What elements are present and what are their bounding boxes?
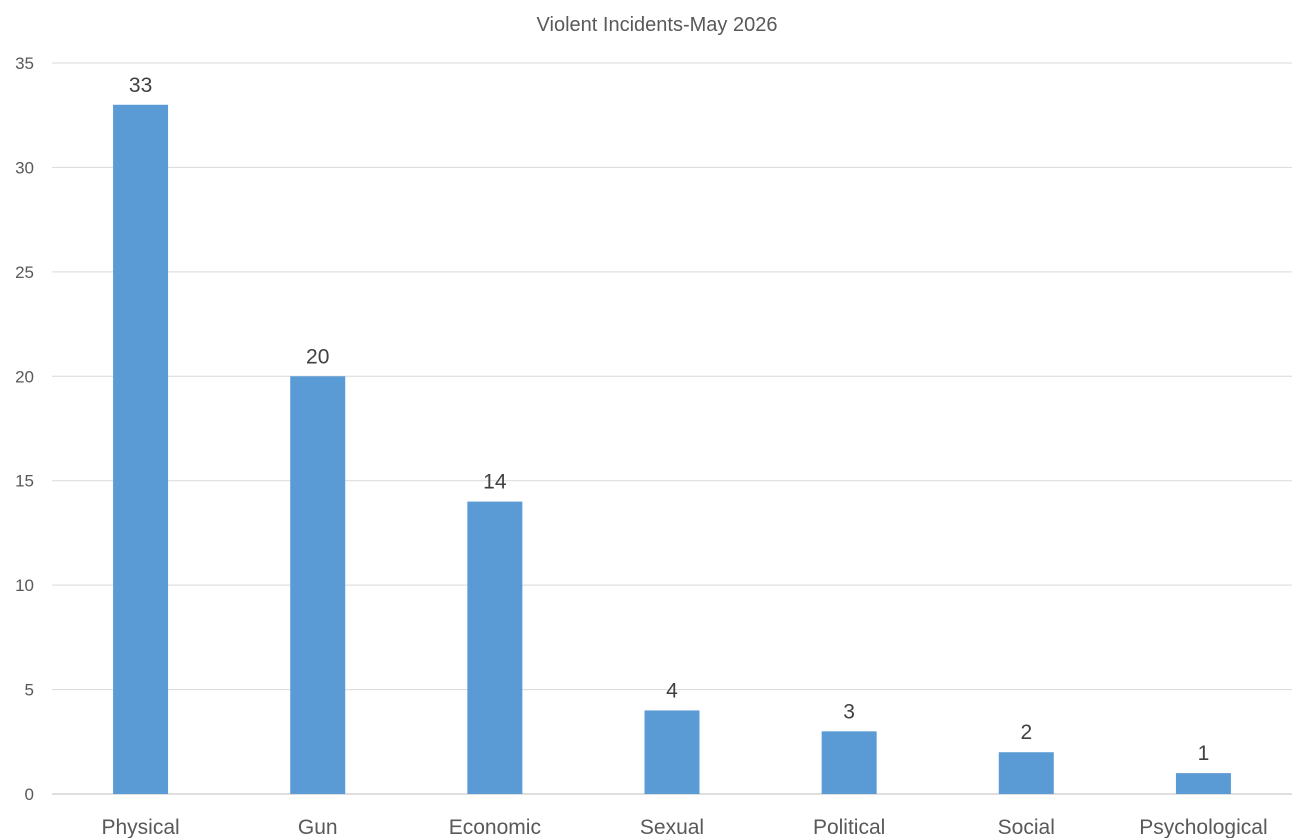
bar-psychological [1175,773,1231,794]
x-tick-label-physical: Physical [101,816,179,838]
data-label-social: 2 [1020,721,1032,744]
bar-political [821,731,877,794]
y-tick-label: 35 [15,54,34,73]
y-tick-label: 15 [15,472,34,491]
x-tick-label-economic: Economic [449,816,541,838]
bars [113,104,1231,795]
x-tick-label-psychological: Psychological [1139,816,1267,838]
bar-physical [113,104,169,795]
data-label-physical: 33 [129,74,152,97]
chart-title: Violent Incidents-May 2026 [537,14,778,36]
y-tick-label: 10 [15,576,34,595]
x-tick-label-gun: Gun [298,816,338,838]
y-tick-label: 25 [15,263,34,282]
y-tick-label: 0 [25,785,34,804]
gridlines [52,62,1292,795]
data-label-economic: 14 [483,471,507,494]
x-tick-label-social: Social [998,816,1055,838]
x-axis-tick-labels: Physical Gun Economic Sexual Political Social… [101,816,1267,838]
bar-social [998,752,1054,794]
x-tick-label-sexual: Sexual [640,816,704,838]
data-label-gun: 20 [306,345,329,368]
data-label-psychological: 1 [1198,742,1210,765]
data-label-political: 3 [843,700,855,723]
y-tick-label: 30 [15,158,34,177]
y-tick-label: 20 [15,367,34,386]
x-tick-label-political: Political [813,816,885,838]
bar-gun [290,376,346,794]
y-axis-tick-labels: 0 5 10 15 20 25 30 35 [15,54,34,804]
data-labels: 33 20 14 4 3 2 1 [129,74,1209,765]
data-label-sexual: 4 [666,679,678,702]
bar-sexual [644,710,700,794]
y-tick-label: 5 [25,681,34,700]
bar-economic [467,501,523,794]
